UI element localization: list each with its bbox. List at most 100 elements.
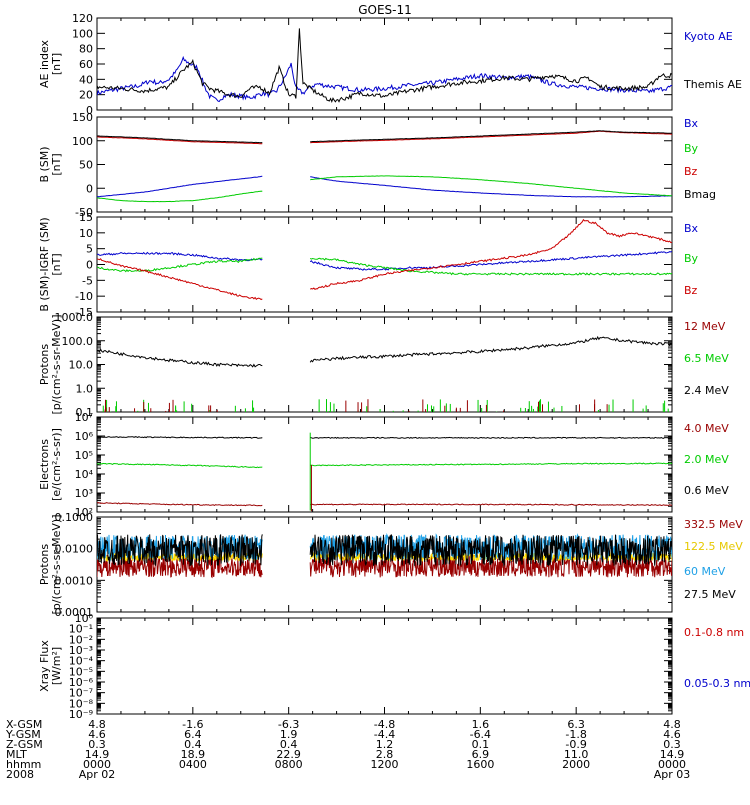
series-line	[97, 534, 672, 568]
panel-frame	[96, 216, 673, 313]
panel-hiprotons: 0.0001 0.0010 0.0100 0.1000Protons[p/(cm²-s…	[38, 511, 743, 619]
series-group	[97, 335, 672, 412]
y-tick-label: 10⁻²	[69, 633, 93, 646]
y-tick-label: 0	[86, 259, 93, 272]
y-tick-label: 10⁰	[75, 612, 94, 625]
ephemeris-value: 6.4	[184, 728, 202, 741]
y-tick-label: 0.0010	[55, 574, 94, 587]
legend-entry: 2.4 MeV	[684, 384, 729, 397]
ephemeris-value: -6.3	[278, 718, 299, 731]
series-line	[97, 218, 672, 301]
y-tick-label: 0	[86, 104, 93, 117]
series-group	[97, 432, 672, 512]
y-tick-label: 10⁻¹	[69, 623, 93, 636]
y-tick-label: 10⁻⁸	[69, 697, 94, 710]
panel-electrons: 10² 10³ 10⁴ 10⁵ 10⁶ 10⁷ Electrons[e/(cm²-s-sr)…	[38, 411, 729, 519]
series-group	[97, 130, 672, 203]
ephemeris-value: 4.6	[663, 728, 681, 741]
ephemeris-row-label: Y-GSM	[5, 728, 41, 741]
y-tick-label: 5	[86, 243, 93, 256]
series-line	[97, 175, 672, 203]
ephemeris-value: 0.3	[88, 738, 106, 751]
ephemeris-value: 1.6	[472, 718, 490, 731]
y-tick-label: 60	[79, 58, 93, 71]
ephemeris-value: 4.8	[88, 718, 106, 731]
ephemeris-row-label: 2008	[6, 768, 34, 781]
y-tick-label: 0.1	[76, 406, 94, 419]
series-line	[97, 462, 672, 469]
y-tick-label: 120	[72, 12, 93, 25]
ephemeris-value: 0.4	[280, 738, 298, 751]
ephemeris-value: 0000	[658, 758, 686, 771]
ephemeris-value: 4.6	[88, 728, 106, 741]
ephemeris-value: -0.9	[565, 738, 586, 751]
y-tick-label: 10⁶	[75, 430, 94, 443]
ephemeris-value: 0800	[275, 758, 303, 771]
ephemeris-value: 2000	[562, 758, 590, 771]
y-axis-label: Protons[p/(cm²-s-sr-MeV)]	[38, 515, 63, 615]
y-tick-label: 10⁻⁹	[69, 708, 93, 721]
y-tick-label: 10⁷	[75, 411, 93, 424]
ephemeris-value: -4.4	[374, 728, 395, 741]
y-tick-label: -50	[75, 206, 93, 219]
y-tick-label: 100	[72, 135, 93, 148]
y-tick-label: 15	[79, 211, 93, 224]
legend-entry: 60 MeV	[684, 565, 726, 578]
y-tick-label: 10³	[75, 487, 93, 500]
y-tick-label: 10	[79, 227, 93, 240]
y-tick-label: 10⁻⁷	[69, 687, 93, 700]
y-tick-label: 10⁻⁶	[69, 676, 94, 689]
legend-entry: 332.5 MeV	[684, 518, 743, 531]
y-axis-label: B (SM)-IGRF (SM)[nT]	[38, 217, 63, 311]
y-tick-label: 10⁻⁵	[69, 665, 93, 678]
ephemeris-value: -1.6	[182, 718, 203, 731]
panel-frame	[96, 316, 673, 413]
series-line	[97, 130, 672, 144]
y-tick-label: 40	[79, 73, 93, 86]
y-tick-label: 0	[86, 182, 93, 195]
legend-entry: Kyoto AE	[684, 30, 733, 43]
y-tick-label: 10.0	[69, 359, 94, 372]
series-group	[97, 532, 672, 579]
ephemeris-value: 0000	[83, 758, 111, 771]
ephemeris-value: 0.3	[663, 738, 681, 751]
y-tick-label: 10⁵	[75, 449, 93, 462]
ephemeris-value: 0.4	[184, 738, 202, 751]
legend-entry: Bmag	[684, 188, 716, 201]
legend-entry: 27.5 MeV	[684, 588, 736, 601]
legend-entry: 0.1-0.8 nm	[684, 626, 744, 639]
ephemeris-value: 18.9	[181, 748, 206, 761]
ephemeris-value: 6.9	[472, 748, 490, 761]
ephemeris-row-label: Z-GSM	[6, 738, 43, 751]
legend-entry: By	[684, 142, 699, 155]
ephemeris-value: 1.2	[376, 738, 394, 751]
series-line	[97, 502, 672, 507]
y-tick-label: 10⁴	[75, 468, 94, 481]
ephemeris-value: 4.8	[663, 718, 681, 731]
series-line	[97, 28, 672, 104]
ephemeris-row-label: X-GSM	[6, 718, 42, 731]
panel-frame	[96, 617, 673, 715]
y-tick-label: 0.0001	[55, 606, 94, 619]
panel-frame	[96, 116, 673, 213]
legend-entry: Bz	[684, 165, 698, 178]
y-tick-label: 10⁻⁴	[69, 655, 94, 668]
plot-title: GOES-11	[358, 3, 412, 17]
ephemeris-value: 22.9	[276, 748, 301, 761]
y-axis-label: Xray Flux[W/m²]	[38, 640, 63, 692]
y-tick-label: -10	[75, 290, 93, 303]
ephemeris-value: Apr 03	[654, 768, 691, 781]
y-tick-label: 0.1000	[55, 511, 94, 524]
y-tick-label: 1.0	[76, 382, 94, 395]
panel-bigrf: -15 -10 -5 0 5 10 15 B (SM)-IGRF (SM)[nT] Bx By Bz	[38, 211, 699, 319]
series-line	[97, 251, 672, 271]
ephemeris-row-label: MLT	[6, 748, 27, 761]
legend-entry: 6.5 MeV	[684, 352, 729, 365]
ephemeris-value: 0.1	[472, 738, 490, 751]
panel-ae: 0 20 40 60 80 100 120 AE index[nT] Kyoto AE Themi…	[38, 12, 742, 117]
ephemeris-value: -1.8	[565, 728, 586, 741]
y-axis-label: AE index[nT]	[38, 39, 63, 88]
